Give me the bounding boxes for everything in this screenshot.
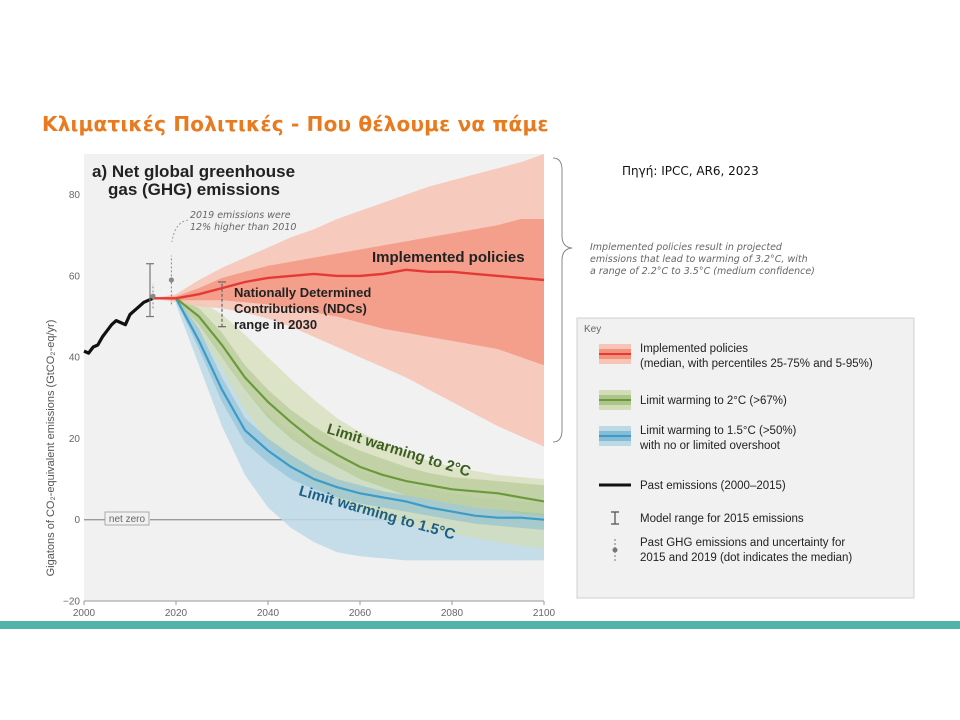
bracket-note-line3: a range of 2.2°C to 3.5°C (medium confid… <box>590 266 815 277</box>
legend-item: Past emissions (2000–2015) <box>599 480 786 492</box>
line-implemented-median <box>153 268 545 300</box>
y-tick-label: 0 <box>74 515 80 526</box>
annotation-2019-line1: 2019 emissions were <box>190 210 291 221</box>
emissions-chart: a) Net global greenhouse gas (GHG) emiss… <box>45 154 915 619</box>
slide-title: Κλιματικές Πολιτικές - Που θέλουμε να πά… <box>42 112 549 136</box>
source-citation: Πηγή: IPCC, AR6, 2023 <box>622 164 759 178</box>
annotation-2019-arrow <box>171 219 189 243</box>
legend: Key Implemented policies (median, with pe… <box>576 317 915 599</box>
legend-item: Limit warming to 2°C (>67%) <box>599 390 787 410</box>
x-tick-label: 2000 <box>73 608 96 619</box>
y-tick-label: 80 <box>69 190 81 201</box>
implemented-policies-label: Implemented policies <box>372 249 525 266</box>
net-zero-label-box <box>104 511 150 526</box>
legend-dotbar-dot <box>612 547 618 553</box>
net-zero-label: net zero <box>109 514 146 525</box>
legend-label-line2: 2015 and 2019 (dot indicates the median) <box>640 552 852 564</box>
legend-title: Key <box>584 324 601 335</box>
line-1-5c-median <box>175 297 545 521</box>
past-2015-median-dot <box>150 293 156 299</box>
legend-label-line1: Limit warming to 1.5°C (>50%) <box>640 425 797 437</box>
bracket-note-line2: emissions that lead to warming of 3.2°C,… <box>590 254 808 265</box>
x-tick-label: 2060 <box>349 608 372 619</box>
line-2c-median <box>175 297 545 503</box>
band-2c-25-75 <box>176 296 544 516</box>
x-tick-label: 2080 <box>441 608 464 619</box>
x-tick-label: 2020 <box>165 608 188 619</box>
y-tick-label: 60 <box>69 271 81 282</box>
x-tick-label: 2040 <box>257 608 280 619</box>
past-2019-median-dot <box>168 277 174 283</box>
legend-label-line2: with no or limited overshoot <box>639 440 781 452</box>
x-tick-label: 2100 <box>533 608 556 619</box>
legend-item: Model range for 2015 emissions <box>611 511 804 525</box>
panel-title-line2: gas (GHG) emissions <box>108 180 280 199</box>
legend-item: Limit warming to 1.5°C (>50%) with no or … <box>599 425 797 452</box>
legend-label-line1: Past GHG emissions and uncertainty for <box>640 537 845 549</box>
legend-label-line1: Limit warming to 2°C (>67%) <box>640 395 787 407</box>
bottom-accent-bar <box>0 621 960 629</box>
legend-label-line1: Model range for 2015 emissions <box>640 513 804 525</box>
legend-item: Implemented policies (median, with percen… <box>599 343 873 370</box>
bracket-note-line1: Implemented policies result in projected <box>590 242 783 253</box>
ndc-label-line1: Nationally Determined <box>234 285 371 300</box>
legend-label-line1: Implemented policies <box>640 343 748 355</box>
right-bracket <box>552 157 573 443</box>
annotation-2019-line2: 12% higher than 2010 <box>190 222 296 233</box>
y-tick-label: 20 <box>69 434 81 445</box>
line-past-emissions <box>83 296 154 355</box>
legend-label-line2: (median, with percentiles 25-75% and 5-9… <box>640 358 873 370</box>
legend-box <box>576 317 915 599</box>
ndc-label-line2: Contributions (NDCs) <box>234 301 367 316</box>
line-layer <box>83 255 545 521</box>
legend-item: Past GHG emissions and uncertainty for 20… <box>612 537 852 564</box>
band-layer <box>153 154 544 561</box>
y-axis-label: Gigatons of CO₂-equivalent emissions (Gt… <box>45 320 57 577</box>
legend-label-line1: Past emissions (2000–2015) <box>640 480 786 492</box>
y-tick-label: −20 <box>63 597 80 608</box>
ndc-label-line3: range in 2030 <box>234 317 317 332</box>
panel-title-line1: a) Net global greenhouse <box>92 162 295 181</box>
band-implemented-25-75 <box>153 219 544 366</box>
y-tick-label: 40 <box>69 353 81 364</box>
